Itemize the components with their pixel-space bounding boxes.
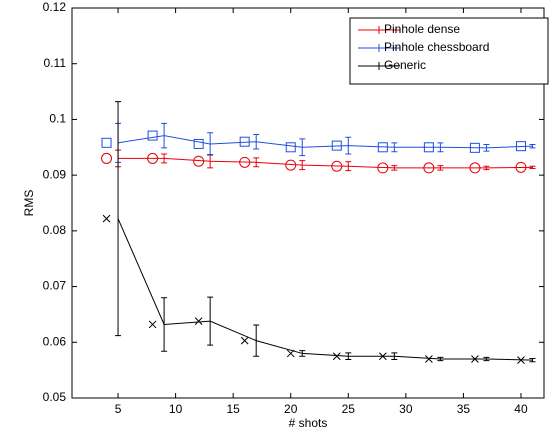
error-bar [253,157,260,168]
error-bar [161,122,168,149]
marker [515,141,526,152]
marker [147,152,159,164]
legend-label: Pinhole dense [384,22,460,36]
x-tick-label: 5 [115,402,122,416]
error-bar [391,165,398,171]
marker [377,162,389,174]
marker [101,137,112,148]
marker [239,156,251,168]
legend-label: Generic [384,58,426,72]
x-tick-label: 40 [514,402,528,416]
error-bar [483,144,490,152]
x-axis-label: # shots [289,416,328,430]
marker [147,130,158,141]
marker [469,142,480,153]
error-bar [115,101,122,337]
marker [194,317,203,325]
x-tick-label: 15 [226,402,240,416]
series-line [117,218,533,361]
x-tick-label: 35 [457,402,471,416]
error-bar [207,132,214,156]
marker [471,355,479,363]
error-bar [529,357,536,363]
marker [193,155,205,167]
error-bar [161,153,168,164]
error-bar [529,144,536,149]
marker [469,162,481,174]
x-tick-label: 20 [284,402,298,416]
marker [193,138,204,149]
legend-box [349,17,549,85]
y-axis-label: RMS [22,190,36,217]
marker [101,152,113,164]
series-line [118,157,533,169]
y-tick-label: 0.08 [43,223,67,237]
marker [285,159,297,171]
error-bar [391,142,398,153]
marker [425,355,433,363]
error-bar [253,133,260,150]
marker [239,136,250,147]
legend-label: Pinhole chessboard [384,40,489,54]
y-tick-label: 0.05 [43,390,67,404]
x-tick-label: 10 [169,402,183,416]
error-bar [299,350,306,357]
marker [102,214,111,223]
error-bar [299,138,306,157]
y-tick-label: 0.09 [43,167,67,181]
error-bar [437,142,444,153]
marker [331,140,342,151]
marker [286,349,295,358]
error-bar [391,352,398,361]
y-tick-label: 0.11 [44,56,67,70]
marker [423,162,435,174]
y-tick-label: 0.12 [43,0,67,14]
error-bar [253,324,260,357]
error-bar [483,165,490,171]
y-tick-label: 0.07 [43,279,67,293]
x-tick-label: 30 [399,402,413,416]
error-bar [161,297,168,352]
marker [240,336,249,345]
marker [148,320,157,329]
y-tick-label: 0.1 [49,112,66,126]
y-tick-label: 0.06 [43,334,67,348]
error-bar [299,160,306,171]
marker [515,161,527,173]
marker [378,352,387,361]
marker [285,142,296,153]
error-bar [345,352,352,361]
series-line [117,135,533,149]
x-tick-label: 25 [342,402,356,416]
error-bar [207,296,214,346]
error-bar [529,165,536,169]
marker [423,142,434,153]
marker [332,352,341,361]
error-bar [437,165,444,171]
marker [377,142,388,153]
marker [517,356,525,364]
marker [331,160,343,172]
error-bar [345,136,352,155]
error-bar [483,356,490,362]
error-bar [437,356,444,362]
error-bar [345,161,352,172]
